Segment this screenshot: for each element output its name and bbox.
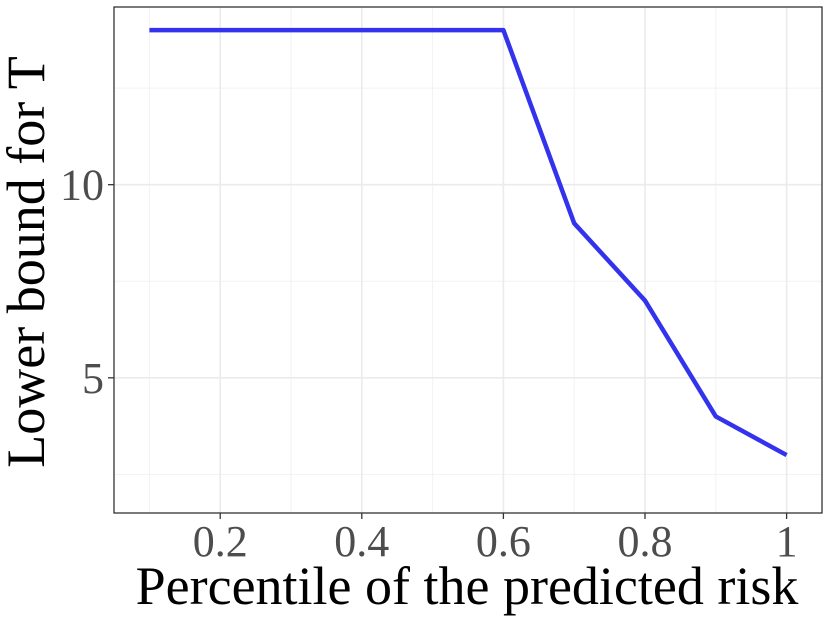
y-axis-title: Lower bound for T bbox=[0, 56, 56, 467]
x-tick-label: 1 bbox=[776, 517, 798, 566]
series-line bbox=[149, 27, 788, 458]
minor-gridlines bbox=[114, 7, 822, 513]
x-tick-label: 0.8 bbox=[618, 517, 673, 566]
x-tick-label: 0.2 bbox=[193, 517, 248, 566]
plot-panel-border bbox=[113, 6, 823, 514]
series-layer bbox=[149, 27, 788, 458]
y-tick-label: 5 bbox=[82, 354, 104, 403]
x-tick-label: 0.6 bbox=[476, 517, 531, 566]
x-axis-ticks: 0.2 0.4 0.6 0.8 1 bbox=[193, 513, 798, 566]
x-axis-title: Percentile of the predicted risk bbox=[136, 556, 799, 616]
y-tick-label: 10 bbox=[60, 161, 104, 210]
x-tick-label: 0.4 bbox=[334, 517, 389, 566]
major-gridlines bbox=[114, 7, 822, 513]
y-axis-ticks: 5 10 bbox=[60, 161, 114, 403]
